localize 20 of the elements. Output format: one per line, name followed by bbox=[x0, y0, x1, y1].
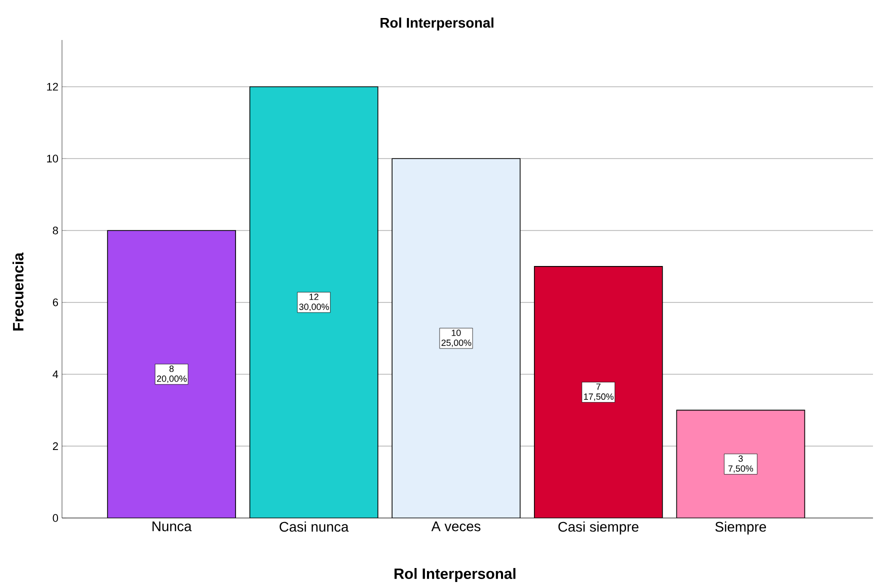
y-tick-label: 12 bbox=[47, 82, 58, 90]
chart-title: Rol Interpersonal bbox=[380, 17, 494, 30]
y-tick-label: 8 bbox=[52, 226, 58, 234]
data-label: 12 30,00% bbox=[299, 294, 329, 311]
y-axis-title: Frecuencia bbox=[12, 252, 24, 330]
y-tick-label: 6 bbox=[52, 298, 58, 306]
x-tick-label: A veces bbox=[431, 521, 480, 532]
y-tick-label: 10 bbox=[47, 154, 58, 162]
x-tick-label: Casi nunca bbox=[280, 521, 349, 532]
data-label: 3 7,50% bbox=[728, 455, 754, 473]
x-tick-label: Nunca bbox=[152, 521, 192, 532]
data-label: 8 20,00% bbox=[157, 365, 187, 383]
y-tick-label: 0 bbox=[52, 514, 58, 522]
y-tick-label: 2 bbox=[52, 442, 58, 450]
data-label: 10 25,00% bbox=[442, 329, 472, 347]
x-axis-title: Rol Interpersonal bbox=[394, 568, 516, 582]
x-tick-label: Casi siempre bbox=[558, 521, 638, 534]
y-tick-label: 4 bbox=[52, 370, 58, 378]
x-tick-label: Siempre bbox=[715, 521, 766, 534]
data-label: 7 17,50% bbox=[584, 383, 614, 401]
